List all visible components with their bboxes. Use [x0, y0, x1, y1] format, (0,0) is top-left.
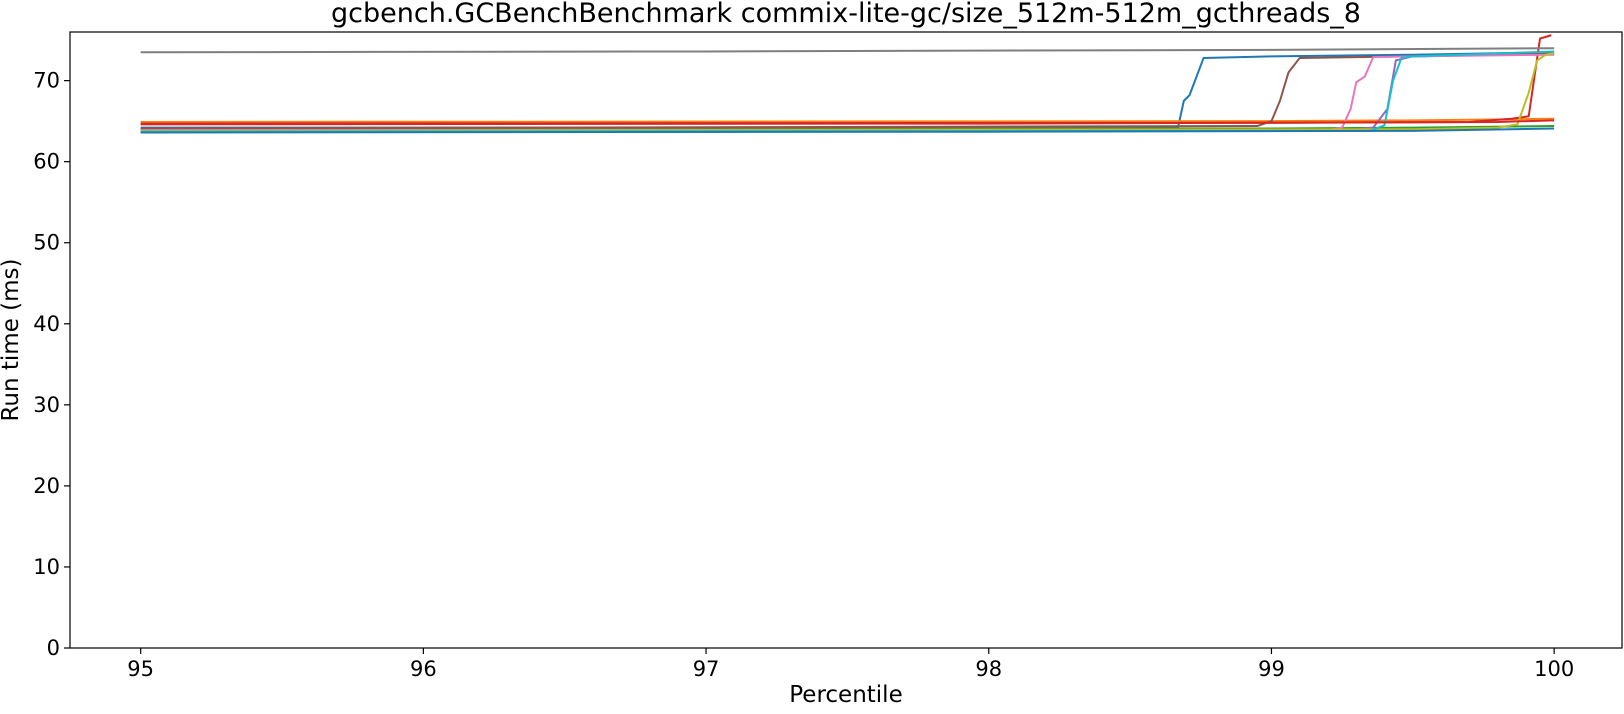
- series-line-7: [140, 53, 1555, 132]
- x-tick-label: 97: [693, 657, 720, 681]
- y-tick-label: 30: [33, 393, 60, 417]
- series-layer: [140, 34, 1555, 134]
- plot-frame: [69, 31, 1623, 649]
- y-tick-label: 50: [33, 231, 60, 255]
- x-tick-label: 100: [1534, 657, 1574, 681]
- y-axis-ticks: 0 10 20 30 40 50 60 70: [33, 69, 70, 660]
- y-axis-label: Run time (ms): [0, 258, 24, 421]
- series-line-9: [140, 52, 1555, 132]
- y-tick-label: 0: [47, 636, 60, 660]
- x-tick-label: 98: [975, 657, 1002, 681]
- series-line-12: [140, 127, 1555, 134]
- y-tick-label: 70: [33, 69, 60, 93]
- chart-title: gcbench.GCBenchBenchmark commix-lite-gc/…: [331, 0, 1361, 29]
- series-line-11: [140, 119, 1555, 126]
- x-tick-label: 99: [1258, 657, 1285, 681]
- y-tick-label: 10: [33, 555, 60, 579]
- x-axis-label: Percentile: [789, 682, 902, 708]
- y-tick-label: 60: [33, 150, 60, 174]
- series-line-5: [140, 52, 1555, 132]
- series-line-1: [140, 51, 1555, 129]
- x-tick-label: 96: [410, 657, 437, 681]
- y-tick-label: 20: [33, 474, 60, 498]
- series-line-6: [140, 52, 1555, 130]
- series-line-2: [140, 117, 1555, 123]
- y-tick-label: 40: [33, 312, 60, 336]
- x-axis-ticks: 95 96 97 98 99 100: [127, 648, 1574, 681]
- series-line-10: [140, 50, 1555, 133]
- x-tick-label: 95: [127, 657, 154, 681]
- series-line-8: [140, 47, 1555, 54]
